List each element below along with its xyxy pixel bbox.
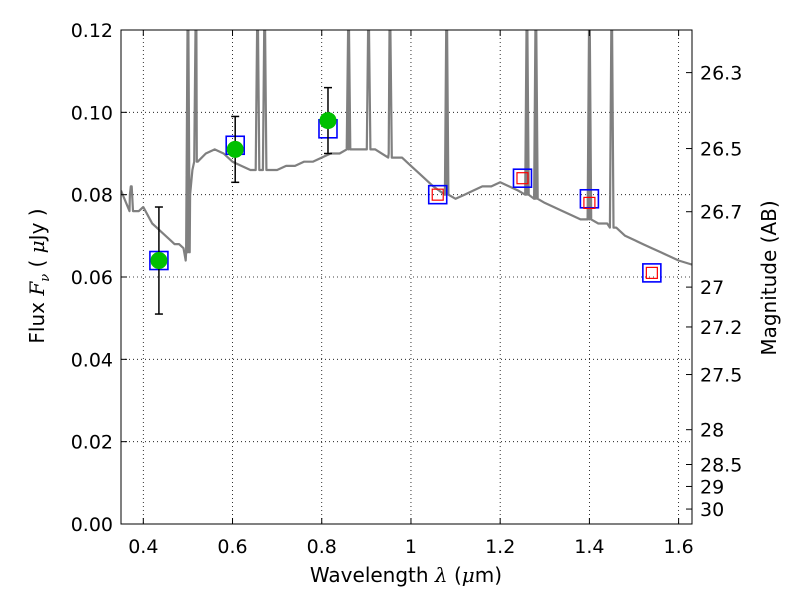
- y2-tick-label: 30: [700, 499, 724, 521]
- x-tick-label: 0.8: [307, 536, 337, 558]
- y-tick-label: 0.02: [71, 432, 113, 454]
- spectrum-layer: [121, 30, 692, 266]
- grid-layer: [121, 29, 692, 525]
- y2-tick-label: 27: [700, 277, 724, 299]
- y-tick-label: 0.04: [71, 349, 113, 371]
- y2-tick-label: 26.7: [700, 202, 742, 224]
- x-tick-label: 1.4: [574, 536, 604, 558]
- observed-detection-point: [319, 112, 337, 130]
- observed-detection-point: [150, 252, 168, 270]
- y2-tick-label: 27.5: [700, 365, 742, 387]
- y-tick-label: 0.10: [71, 102, 113, 124]
- axes-layer: 0.4 0.6 0.8 1 1.2 1.4 1.6 0.00 0.02 0.04 0.06 0.08 0…: [71, 20, 743, 558]
- observed-limit-point: [645, 266, 658, 279]
- x-tick-label: 1.6: [664, 536, 694, 558]
- model-photometry-point: [512, 168, 533, 188]
- model-photometry-point: [642, 263, 662, 283]
- x-axis-label: Wavelength λ (μm): [310, 563, 502, 587]
- x-tick-label: 0.6: [217, 536, 247, 558]
- observed-limit-point: [583, 196, 596, 209]
- y-tick-label: 0.06: [71, 267, 113, 289]
- observed-detection-point: [226, 140, 244, 158]
- y2-tick-label: 29: [700, 476, 724, 498]
- y2-tick-label: 26.3: [700, 63, 742, 85]
- y-tick-label: 0.12: [71, 20, 113, 42]
- x-tick-label: 0.4: [128, 536, 158, 558]
- model-spectrum-line: [121, 30, 692, 266]
- y2-tick-label: 28: [700, 420, 724, 442]
- observed-limit-point: [431, 188, 444, 201]
- y-tick-label: 0.08: [71, 185, 113, 207]
- model-photometry-point: [579, 188, 600, 209]
- x-tick-label: 1.2: [485, 536, 515, 558]
- y2-tick-label: 27.2: [700, 317, 742, 339]
- y2-axis-label: Magnitude (AB): [757, 200, 781, 355]
- x-tick-label: 1: [405, 536, 417, 558]
- model-photometry-point: [427, 184, 448, 205]
- y2-tick-label: 26.5: [700, 139, 742, 161]
- y-axis-label: Flux Fν ( μJy ): [25, 208, 53, 343]
- marker-layer: [149, 86, 662, 315]
- plot-frame: [120, 29, 693, 525]
- y2-tick-label: 28.5: [700, 454, 742, 476]
- observed-limit-point: [516, 172, 529, 185]
- y-tick-label: 0.00: [71, 514, 113, 536]
